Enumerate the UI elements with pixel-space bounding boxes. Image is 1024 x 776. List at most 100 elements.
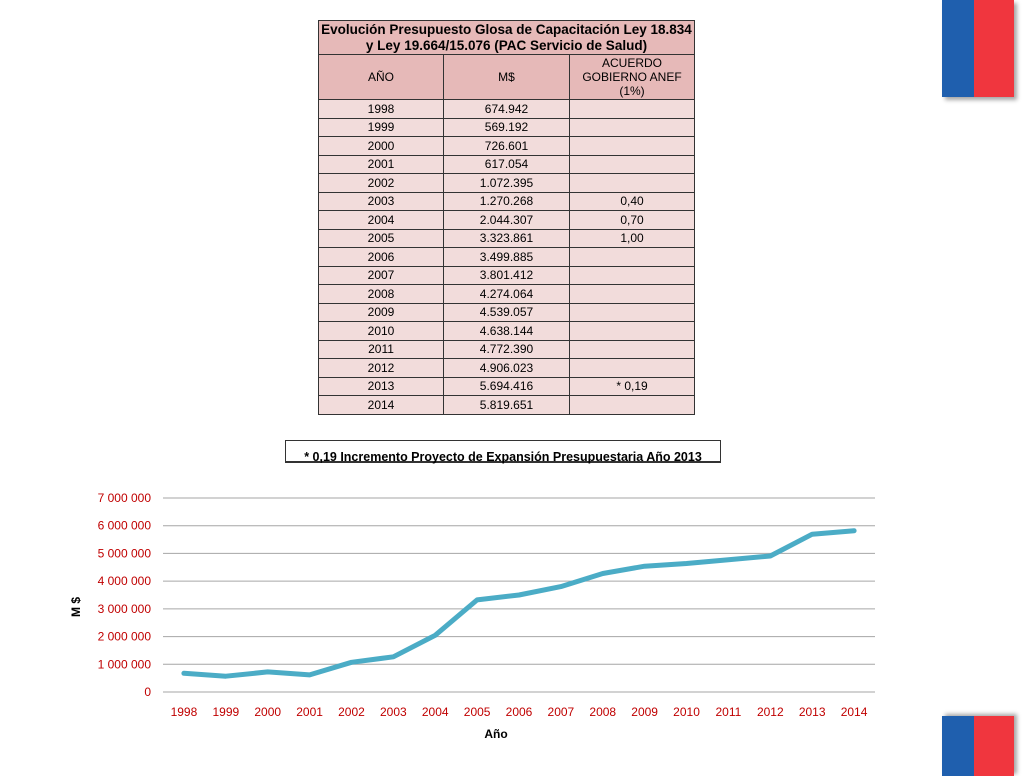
cell-year: 1999 xyxy=(318,117,444,137)
cell-agreement xyxy=(569,302,695,322)
cell-amount: 1.072.395 xyxy=(443,173,570,193)
cell-year: 2011 xyxy=(318,339,444,359)
x-tick-label: 2006 xyxy=(506,705,533,719)
x-tick-label: 2008 xyxy=(589,705,616,719)
x-tick-label: 2013 xyxy=(799,705,826,719)
y-tick-label: 1 000 000 xyxy=(98,657,152,671)
y-tick-label: 0 xyxy=(144,685,151,699)
y-tick-label: 2 000 000 xyxy=(98,630,152,644)
cell-year: 2012 xyxy=(318,358,444,378)
y-axis-label: M $ xyxy=(69,597,83,617)
table-row: 2004 2.044.307 0,70 xyxy=(318,210,695,230)
x-tick-label: 2004 xyxy=(422,705,449,719)
table-row: 2009 4.539.057 xyxy=(318,302,695,322)
cell-year: 2000 xyxy=(318,136,444,156)
cell-year: 2004 xyxy=(318,210,444,230)
cell-amount: 674.942 xyxy=(443,99,570,119)
y-tick-label: 3 000 000 xyxy=(98,602,152,616)
cell-agreement xyxy=(569,99,695,119)
cell-year: 2006 xyxy=(318,247,444,267)
table-row: 2013 5.694.416 * 0,19 xyxy=(318,376,695,396)
table-row: 1999 569.192 xyxy=(318,117,695,137)
table-row: 1998 674.942 xyxy=(318,99,695,119)
cell-year: 2002 xyxy=(318,173,444,193)
cell-agreement xyxy=(569,136,695,156)
table-row: 2006 3.499.885 xyxy=(318,247,695,267)
y-tick-label: 5 000 000 xyxy=(98,546,152,560)
table-row: 2010 4.638.144 xyxy=(318,321,695,341)
y-tick-label: 6 000 000 xyxy=(98,519,152,533)
budget-table: Evolución Presupuesto Glosa de Capacitac… xyxy=(318,20,695,415)
series-line xyxy=(181,528,857,679)
y-tick-label: 7 000 000 xyxy=(98,491,152,505)
x-tick-label: 1999 xyxy=(212,705,239,719)
cell-year: 1998 xyxy=(318,99,444,119)
cell-agreement xyxy=(569,247,695,267)
cell-amount: 3.323.861 xyxy=(443,228,570,248)
cell-agreement xyxy=(569,339,695,359)
x-tick-label: 2005 xyxy=(464,705,491,719)
cell-year: 2013 xyxy=(318,376,444,396)
cell-amount: 1.270.268 xyxy=(443,191,570,211)
table-row: 2000 726.601 xyxy=(318,136,695,156)
table-row: 2014 5.819.651 xyxy=(318,395,695,415)
cell-year: 2007 xyxy=(318,265,444,285)
budget-line-chart: 0 1 000 000 2 000 000 3 000 000 4 000 000 5 0… xyxy=(69,491,875,741)
header-year: AÑO xyxy=(318,54,444,100)
cell-amount: 3.499.885 xyxy=(443,247,570,267)
table-title: Evolución Presupuesto Glosa de Capacitac… xyxy=(318,20,695,55)
cell-agreement xyxy=(569,284,695,304)
x-tick-label: 2007 xyxy=(548,705,575,719)
cell-year: 2009 xyxy=(318,302,444,322)
table-row: 2003 1.270.268 0,40 xyxy=(318,191,695,211)
header-agreement: ACUERDO GOBIERNO ANEF (1%) xyxy=(569,54,695,100)
cell-amount: 2.044.307 xyxy=(443,210,570,230)
x-axis-label: Año xyxy=(484,727,507,741)
cell-agreement: 0,40 xyxy=(569,191,695,211)
x-tick-label: 2011 xyxy=(716,705,742,719)
cell-agreement: 1,00 xyxy=(569,228,695,248)
cell-year: 2005 xyxy=(318,228,444,248)
cell-amount: 4.274.064 xyxy=(443,284,570,304)
cell-amount: 569.192 xyxy=(443,117,570,137)
x-tick-label: 2009 xyxy=(631,705,658,719)
x-tick-label: 1998 xyxy=(171,705,198,719)
cell-amount: 5.819.651 xyxy=(443,395,570,415)
cell-amount: 4.638.144 xyxy=(443,321,570,341)
cell-amount: 5.694.416 xyxy=(443,376,570,396)
x-tick-label: 2012 xyxy=(757,705,784,719)
cell-year: 2001 xyxy=(318,154,444,174)
cell-amount: 726.601 xyxy=(443,136,570,156)
cell-agreement xyxy=(569,154,695,174)
x-tick-label: 2010 xyxy=(673,705,700,719)
flag-bottom-right xyxy=(942,716,1014,776)
cell-amount: 617.054 xyxy=(443,154,570,174)
footnote-box: * 0,19 Incremento Proyecto de Expansión … xyxy=(285,440,721,464)
table-row: 2008 4.274.064 xyxy=(318,284,695,304)
table-body: 1998 674.942 1999 569.192 2000 726.601 2001 617… xyxy=(318,99,695,415)
cell-agreement xyxy=(569,117,695,137)
table-row: 2002 1.072.395 xyxy=(318,173,695,193)
cell-amount: 3.801.412 xyxy=(443,265,570,285)
cell-agreement xyxy=(569,358,695,378)
cell-year: 2008 xyxy=(318,284,444,304)
x-tick-label: 2014 xyxy=(841,705,868,719)
cell-amount: 4.906.023 xyxy=(443,358,570,378)
x-tick-label: 2001 xyxy=(296,705,323,719)
x-tick-label: 2002 xyxy=(338,705,365,719)
cell-agreement xyxy=(569,173,695,193)
x-tick-label: 2000 xyxy=(254,705,281,719)
cell-year: 2014 xyxy=(318,395,444,415)
table-row: 2011 4.772.390 xyxy=(318,339,695,359)
flag-top-right xyxy=(942,0,1014,97)
cell-amount: 4.772.390 xyxy=(443,339,570,359)
cell-year: 2003 xyxy=(318,191,444,211)
table-row: 2007 3.801.412 xyxy=(318,265,695,285)
header-amount: M$ xyxy=(443,54,570,100)
cell-year: 2010 xyxy=(318,321,444,341)
cell-agreement: 0,70 xyxy=(569,210,695,230)
cell-amount: 4.539.057 xyxy=(443,302,570,322)
table-row: 2001 617.054 xyxy=(318,154,695,174)
table-row: 2005 3.323.861 1,00 xyxy=(318,228,695,248)
table-row: 2012 4.906.023 xyxy=(318,358,695,378)
